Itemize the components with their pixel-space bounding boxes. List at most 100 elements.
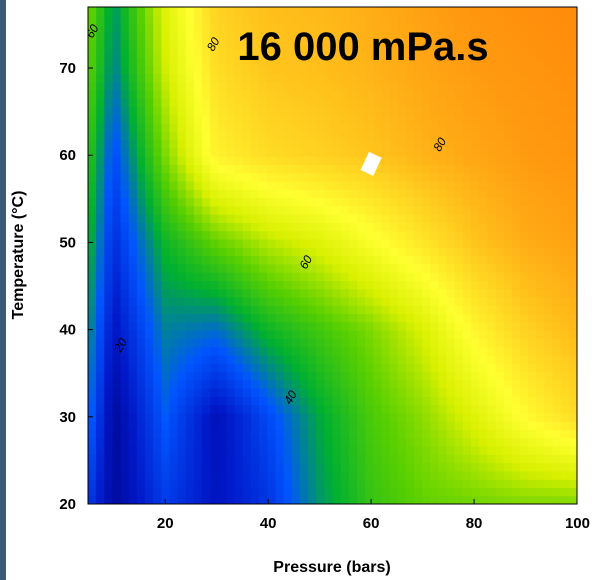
heatmap-cell <box>316 238 325 248</box>
heatmap-cell <box>373 89 382 99</box>
heatmap-cell <box>365 247 374 257</box>
heatmap-cell <box>552 446 562 455</box>
heatmap-cell <box>120 296 130 306</box>
heatmap-cell <box>324 23 334 33</box>
heatmap-cell <box>414 238 423 248</box>
heatmap-cell <box>528 280 537 290</box>
heatmap-cell <box>568 180 577 190</box>
heatmap-cell <box>259 379 268 389</box>
heatmap-cell <box>430 280 440 290</box>
heatmap-cell <box>251 321 260 331</box>
heatmap-cell <box>185 56 195 66</box>
heatmap-cell <box>96 379 105 389</box>
heatmap-cell <box>210 305 219 315</box>
heatmap-cell <box>299 454 309 464</box>
heatmap-cell <box>503 147 513 157</box>
heatmap-cell <box>202 64 211 74</box>
heatmap-cell <box>446 305 456 315</box>
heatmap-cell <box>275 139 285 149</box>
heatmap-cell <box>161 164 171 174</box>
heatmap-cell <box>340 354 350 364</box>
heatmap-cell <box>495 31 505 41</box>
heatmap-cell <box>136 131 146 141</box>
heatmap-cell <box>487 89 497 99</box>
heatmap-cell <box>275 313 285 323</box>
heatmap-cell <box>471 305 480 315</box>
heatmap-cell <box>226 131 236 141</box>
heatmap-cell <box>422 222 431 232</box>
heatmap-cell <box>275 15 285 25</box>
heatmap-cell <box>503 238 513 248</box>
heatmap-cell <box>96 31 105 41</box>
heatmap-cell <box>365 354 374 364</box>
heatmap-cell <box>348 40 358 50</box>
heatmap-cell <box>503 412 513 422</box>
heatmap-cell <box>373 354 382 364</box>
heatmap-cell <box>381 89 391 99</box>
heatmap-cell <box>332 404 342 414</box>
heatmap-cell <box>552 40 562 50</box>
heatmap-cell <box>275 462 285 472</box>
heatmap-cell <box>275 73 285 83</box>
heatmap-cell <box>340 421 350 431</box>
heatmap-cell <box>120 180 130 190</box>
heatmap-cell <box>226 238 236 248</box>
heatmap-cell <box>169 354 179 364</box>
heatmap-cell <box>177 421 187 431</box>
heatmap-cell <box>161 205 171 215</box>
heatmap-cell <box>568 429 577 439</box>
heatmap-cell <box>136 454 146 464</box>
heatmap-cell <box>414 247 423 257</box>
heatmap-cell <box>210 147 219 157</box>
heatmap-cell <box>422 81 431 91</box>
heatmap-cell <box>226 429 236 439</box>
heatmap-cell <box>120 31 130 41</box>
heatmap-cell <box>430 412 440 422</box>
heatmap-cell <box>340 31 350 41</box>
heatmap-cell <box>267 48 277 58</box>
heatmap-cell <box>88 81 97 91</box>
heatmap-cell <box>479 64 488 74</box>
heatmap-cell <box>128 263 138 273</box>
heatmap-cell <box>104 172 114 182</box>
heatmap-cell <box>568 222 577 232</box>
heatmap-cell <box>218 479 228 489</box>
heatmap-cell <box>414 122 423 132</box>
heatmap-cell <box>381 396 391 406</box>
heatmap-cell <box>430 404 440 414</box>
heatmap-cell <box>356 404 366 414</box>
heatmap-cell <box>503 305 513 315</box>
heatmap-cell <box>324 346 334 356</box>
heatmap-cell <box>536 247 545 257</box>
heatmap-cell <box>202 429 211 439</box>
heatmap-cell <box>128 114 138 124</box>
heatmap-cell <box>104 81 114 91</box>
heatmap-cell <box>446 230 456 240</box>
heatmap-cell <box>430 164 440 174</box>
heatmap-cell <box>479 255 488 265</box>
heatmap-cell <box>332 131 342 141</box>
heatmap-cell <box>218 139 228 149</box>
heatmap-cell <box>251 263 260 273</box>
heatmap-cell <box>136 81 146 91</box>
heatmap-cell <box>389 114 399 124</box>
heatmap-cell <box>251 189 260 199</box>
heatmap-cell <box>348 122 358 132</box>
heatmap-cell <box>153 462 162 472</box>
heatmap-cell <box>414 321 423 331</box>
y-tick-label: 40 <box>59 322 76 339</box>
heatmap-cell <box>177 131 187 141</box>
heatmap-cell <box>414 230 423 240</box>
heatmap-cell <box>511 56 521 66</box>
heatmap-cell <box>462 222 472 232</box>
heatmap-cell <box>242 156 252 165</box>
heatmap-cell <box>251 470 260 480</box>
heatmap-cell <box>128 495 138 504</box>
heatmap-cell <box>234 263 244 273</box>
heatmap-cell <box>560 421 570 431</box>
heatmap-cell <box>202 73 211 83</box>
heatmap-cell <box>519 89 529 99</box>
heatmap-cell <box>234 31 244 41</box>
heatmap-cell <box>414 280 423 290</box>
heatmap-cell <box>267 363 277 373</box>
